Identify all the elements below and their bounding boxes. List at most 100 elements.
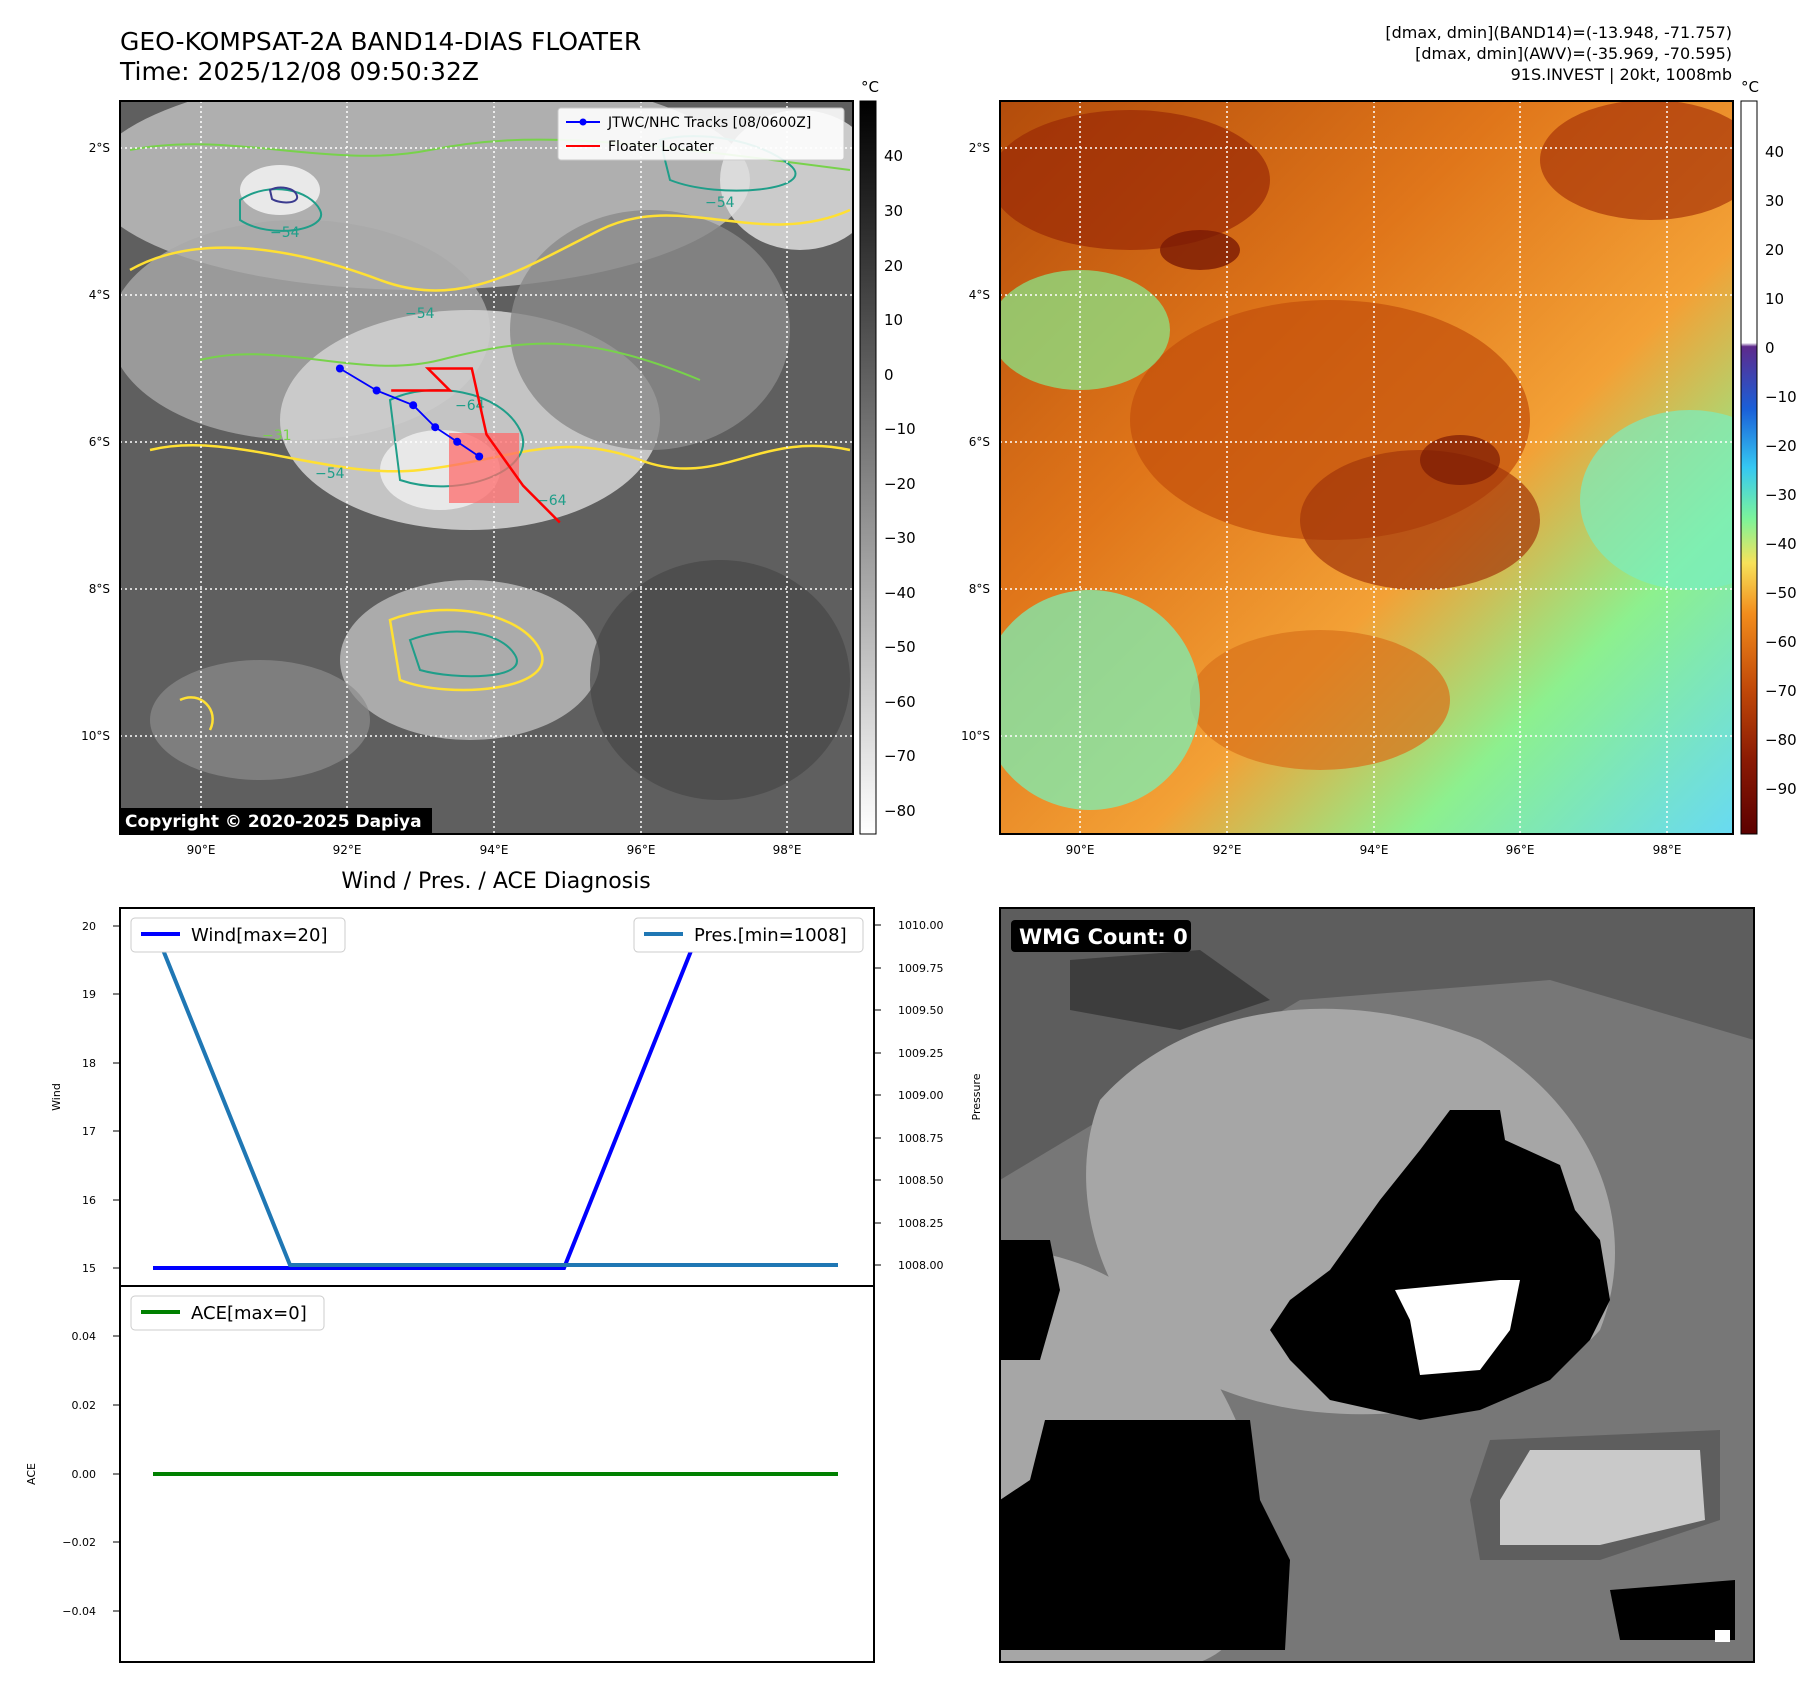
contour-labels: −54 −54 −64 −54 −31 −64 −54 [262, 195, 735, 509]
svg-text:−80: −80 [884, 802, 916, 820]
svg-text:17: 17 [82, 1125, 96, 1138]
svg-text:−54: −54 [405, 306, 435, 322]
track-line [339, 367, 480, 458]
ir-colorbar-unit: °C [861, 78, 879, 96]
awv-colorbar-unit: °C [1741, 78, 1759, 96]
svg-text:1008.50: 1008.50 [898, 1174, 944, 1187]
awv-map-panel: 2°S 4°S 6°S 8°S 10°S 90°E 92°E 94°E 96°E… [961, 100, 1734, 857]
svg-text:−30: −30 [1765, 486, 1797, 504]
svg-text:20: 20 [1765, 241, 1784, 259]
svg-text:−50: −50 [1765, 584, 1797, 602]
svg-text:−60: −60 [884, 693, 916, 711]
svg-text:2°S: 2°S [969, 141, 990, 155]
svg-text:−0.02: −0.02 [62, 1536, 96, 1549]
svg-text:−50: −50 [884, 638, 916, 656]
svg-text:96°E: 96°E [1506, 843, 1535, 857]
svg-text:90°E: 90°E [1066, 843, 1095, 857]
svg-text:6°S: 6°S [969, 435, 990, 449]
svg-text:16: 16 [82, 1194, 96, 1207]
svg-text:Copyright © 2020-2025 Dapiya: Copyright © 2020-2025 Dapiya [125, 812, 422, 832]
svg-text:2°S: 2°S [89, 141, 110, 155]
svg-text:30: 30 [884, 202, 903, 220]
ir-imagery: −54 −54 −64 −54 −31 −64 −54 [120, 101, 853, 834]
svg-text:0: 0 [1765, 339, 1775, 357]
svg-text:10: 10 [884, 311, 903, 329]
svg-text:1009.25: 1009.25 [898, 1047, 944, 1060]
svg-text:−10: −10 [884, 420, 916, 438]
pressure-tick-marks [874, 924, 881, 1266]
svg-text:98°E: 98°E [1653, 843, 1682, 857]
svg-text:0.02: 0.02 [72, 1399, 97, 1412]
svg-text:−10: −10 [1765, 388, 1797, 406]
svg-text:18: 18 [82, 1057, 96, 1070]
svg-text:−64: −64 [537, 493, 567, 509]
ir-colorbar-ticks: 40 30 20 10 0 −10 −20 −30 −40 −50 −60 −7… [884, 147, 916, 820]
svg-text:10°S: 10°S [81, 729, 110, 743]
svg-text:20: 20 [82, 920, 96, 933]
svg-text:Wind[max=20]: Wind[max=20] [191, 925, 328, 946]
figure-time: Time: 2025/12/08 09:50:32Z [119, 57, 479, 86]
svg-text:6°S: 6°S [89, 435, 110, 449]
awv-gridlines [1000, 101, 1733, 834]
svg-text:90°E: 90°E [187, 843, 216, 857]
pressure-legend: Pres.[min=1008] [633, 917, 864, 953]
wind-legend: Wind[max=20] [130, 917, 346, 953]
svg-text:0: 0 [884, 366, 894, 384]
svg-text:4°S: 4°S [969, 288, 990, 302]
track-point [372, 386, 381, 395]
svg-text:−54: −54 [315, 466, 345, 482]
ir-tracks [335, 364, 561, 524]
svg-text:1008.25: 1008.25 [898, 1217, 944, 1230]
svg-text:20: 20 [884, 257, 903, 275]
svg-text:92°E: 92°E [1213, 843, 1242, 857]
svg-text:−60: −60 [1765, 633, 1797, 651]
svg-text:−40: −40 [1765, 535, 1797, 553]
ace-ylabel: ACE [25, 1463, 38, 1485]
svg-text:30: 30 [1765, 192, 1784, 210]
ir-frame [119, 100, 854, 835]
track-point [475, 452, 484, 461]
track-point [431, 423, 440, 432]
svg-text:40: 40 [1765, 143, 1784, 161]
wmg-panel: WMG Count: 0 [999, 907, 1755, 1663]
info-band14: [dmax, dmin](BAND14)=(-13.948, -71.757) [1385, 23, 1732, 42]
ace-chart: 0.04 0.02 0.00 −0.02 −0.04 ACE ACE[max=0… [25, 1285, 875, 1663]
svg-text:−30: −30 [884, 529, 916, 547]
wmg-count-badge: WMG Count: 0 [1011, 920, 1191, 952]
svg-text:1009.00: 1009.00 [898, 1089, 944, 1102]
svg-text:−70: −70 [884, 747, 916, 765]
awv-colorbar: °C 40 30 20 10 0 −10 −20 −30 −40 −50 −60… [1740, 78, 1797, 835]
track-point [335, 364, 344, 373]
wind-tick-marks [113, 925, 120, 1269]
track-point [453, 437, 462, 446]
svg-text:10°S: 10°S [961, 729, 990, 743]
svg-text:−90: −90 [1765, 780, 1797, 798]
svg-text:1009.50: 1009.50 [898, 1004, 944, 1017]
legend-track-label: JTWC/NHC Tracks [08/0600Z] [607, 115, 811, 131]
svg-text:0.00: 0.00 [72, 1468, 97, 1481]
floater-locater-line [391, 367, 561, 524]
ir-lon-labels: 90°E 92°E 94°E 96°E 98°E [187, 843, 802, 857]
svg-text:−64: −64 [455, 398, 485, 414]
info-storm: 91S.INVEST | 20kt, 1008mb [1511, 65, 1732, 84]
svg-text:−31: −31 [262, 428, 292, 444]
wmg-frame [999, 907, 1755, 1663]
diagnosis-title: Wind / Pres. / ACE Diagnosis [341, 869, 650, 894]
svg-text:−54: −54 [270, 225, 300, 241]
svg-text:40: 40 [884, 147, 903, 165]
awv-lon-labels: 90°E 92°E 94°E 96°E 98°E [1066, 843, 1682, 857]
svg-text:1010.00: 1010.00 [898, 919, 944, 932]
svg-text:1009.75: 1009.75 [898, 962, 944, 975]
svg-text:4°S: 4°S [89, 288, 110, 302]
awv-frame [999, 100, 1734, 835]
wind-pressure-chart: 20 19 18 17 16 15 1010.00 1009.75 1009.5… [50, 907, 983, 1287]
ir-lat-labels: 2°S 4°S 6°S 8°S 10°S [81, 141, 110, 743]
svg-text:94°E: 94°E [480, 843, 509, 857]
ace-ticks: 0.04 0.02 0.00 −0.02 −0.04 [62, 1330, 96, 1618]
awv-imagery [1000, 101, 1733, 834]
svg-text:8°S: 8°S [969, 582, 990, 596]
svg-text:−40: −40 [884, 584, 916, 602]
svg-text:19: 19 [82, 988, 96, 1001]
svg-text:ACE[max=0]: ACE[max=0] [191, 1303, 307, 1324]
